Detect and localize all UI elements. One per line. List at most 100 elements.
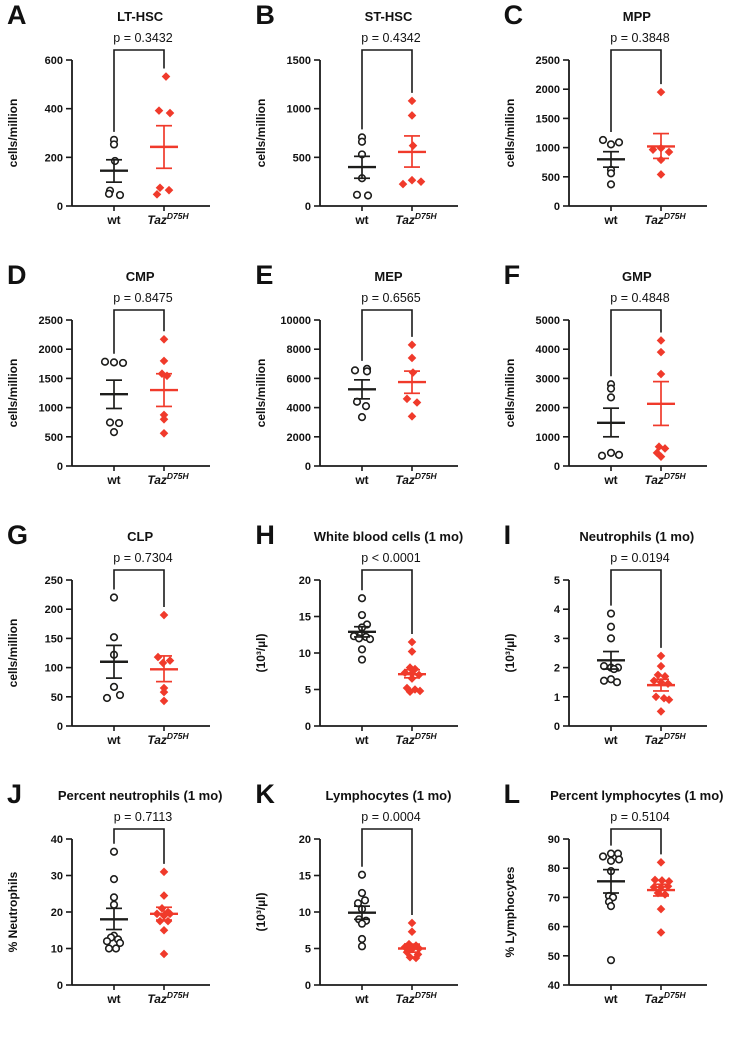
panel-letter: J <box>7 779 23 810</box>
significance-bracket <box>609 568 662 648</box>
data-point-wt <box>109 900 119 910</box>
p-value-label: p = 0.4342 <box>362 31 421 45</box>
data-point-wt <box>100 357 110 366</box>
chart-J: p = 0.7113 0 10 20 30 40 % Neutrophils wt TazD75… <box>6 810 210 1006</box>
data-point-taz <box>159 926 169 935</box>
panel-title: White blood cells (1 mo) <box>313 528 464 544</box>
data-point-wt <box>614 138 623 147</box>
data-point-taz <box>408 411 417 421</box>
data-point-taz <box>154 106 164 115</box>
data-point-wt <box>606 902 615 911</box>
panel-letter: I <box>503 519 512 550</box>
chart-G: p = 0.7304 0 50 100 150 200 250 cells/million wt… <box>6 551 210 747</box>
data-point-taz <box>161 72 171 81</box>
error-bar-taz <box>646 380 675 427</box>
data-point-taz <box>159 891 169 901</box>
y-tick-label: 50 <box>51 691 63 703</box>
error-bar-wt <box>100 644 128 679</box>
y-tick-label: 15 <box>299 611 311 623</box>
p-value-label: p = 0.5104 <box>610 810 669 824</box>
data-point-taz <box>406 662 415 672</box>
significance-bracket <box>609 828 662 855</box>
y-tick-label: 60 <box>547 922 559 934</box>
y-tick-label: 20 <box>299 834 311 846</box>
x-tick-label-wt: wt <box>355 473 369 487</box>
panel-letter: C <box>503 0 524 30</box>
data-point-wt <box>102 937 112 946</box>
data-point-taz <box>408 646 417 656</box>
y-tick-label: 150 <box>45 633 63 645</box>
y-tick-label: 5 <box>554 575 560 587</box>
significance-bracket <box>609 49 662 133</box>
data-point-taz <box>406 686 415 696</box>
error-bar-taz <box>398 135 427 168</box>
y-tick-label: 2000 <box>39 344 63 356</box>
data-point-wt <box>358 610 367 619</box>
y-tick-label: 4000 <box>287 402 311 414</box>
p-value-label: p = 0.7113 <box>114 810 173 824</box>
x-tick-label-taz: TazD75H <box>644 211 686 227</box>
data-point-taz <box>656 858 665 867</box>
y-tick-label: 2500 <box>39 315 63 327</box>
data-point-wt <box>118 358 128 367</box>
x-tick-label-taz: TazD75H <box>147 990 189 1006</box>
error-bar-wt <box>596 869 625 895</box>
y-tick-label: 0 <box>554 721 560 733</box>
y-tick-label: 50 <box>547 951 559 963</box>
y-axis-label: cells/million <box>503 358 517 427</box>
y-tick-label: 0 <box>305 461 311 473</box>
data-point-wt <box>358 137 367 146</box>
error-bar-wt <box>100 907 128 931</box>
p-value-label: p = 0.7304 <box>113 551 172 565</box>
chart-D: p = 0.8475 0 500 1000 1500 2000 2500 cells/mill… <box>6 291 210 487</box>
error-bar-taz <box>150 372 178 408</box>
data-point-wt <box>606 857 615 866</box>
data-point-taz <box>656 87 665 97</box>
error-bar-taz <box>150 124 178 170</box>
x-tick-label-wt: wt <box>355 992 369 1006</box>
x-tick-label-wt: wt <box>355 213 369 227</box>
x-tick-label-taz: TazD75H <box>644 990 686 1006</box>
significance-bracket <box>113 828 165 865</box>
chart-I: p = 0.0194 0 1 2 3 4 5 (10³/µl) wt TazD75H <box>503 551 707 747</box>
y-tick-label: 200 <box>45 152 63 164</box>
data-point-taz <box>162 371 172 380</box>
y-tick-label: 1500 <box>287 55 311 67</box>
data-point-wt <box>115 939 125 948</box>
data-point-wt <box>109 875 119 884</box>
x-tick-label-wt: wt <box>355 733 369 747</box>
data-point-taz <box>159 610 169 619</box>
data-point-wt <box>606 448 615 457</box>
data-point-taz <box>152 190 162 199</box>
significance-bracket <box>361 308 414 361</box>
error-bar-wt <box>348 155 377 180</box>
data-point-wt <box>358 889 367 898</box>
data-point-wt <box>351 366 360 375</box>
data-point-taz <box>656 170 665 179</box>
y-tick-label: 1000 <box>535 432 559 444</box>
data-point-taz <box>413 397 422 407</box>
data-point-wt <box>111 944 121 953</box>
data-point-wt <box>597 451 606 460</box>
x-tick-label-taz: TazD75H <box>147 731 189 747</box>
x-tick-label-taz: TazD75H <box>147 471 189 487</box>
panel-title: Percent lymphocytes (1 mo) <box>550 788 724 804</box>
data-point-taz <box>656 928 665 937</box>
y-tick-label: 5000 <box>535 315 559 327</box>
data-point-wt <box>606 180 615 189</box>
y-tick-label: 200 <box>45 604 63 616</box>
y-axis-label: (10³/µl) <box>254 633 268 672</box>
x-tick-label-taz: TazD75H <box>644 731 686 747</box>
data-point-wt <box>599 676 608 685</box>
y-axis-label: % Lymphocytes <box>503 866 517 957</box>
chart-L: p = 0.5104 40 50 60 70 80 90 % Lymphocytes wt Taz… <box>503 810 707 1006</box>
data-point-wt <box>115 690 125 699</box>
y-tick-label: 2500 <box>535 55 559 67</box>
data-point-wt <box>612 677 621 686</box>
chart-E: p = 0.6565 0 2000 4000 6000 8000 10000 cells/mi… <box>254 291 459 487</box>
data-point-wt <box>606 622 615 631</box>
y-tick-label: 15 <box>299 871 311 883</box>
y-tick-label: 0 <box>305 201 311 213</box>
y-tick-label: 500 <box>45 432 63 444</box>
data-point-wt <box>606 140 615 149</box>
